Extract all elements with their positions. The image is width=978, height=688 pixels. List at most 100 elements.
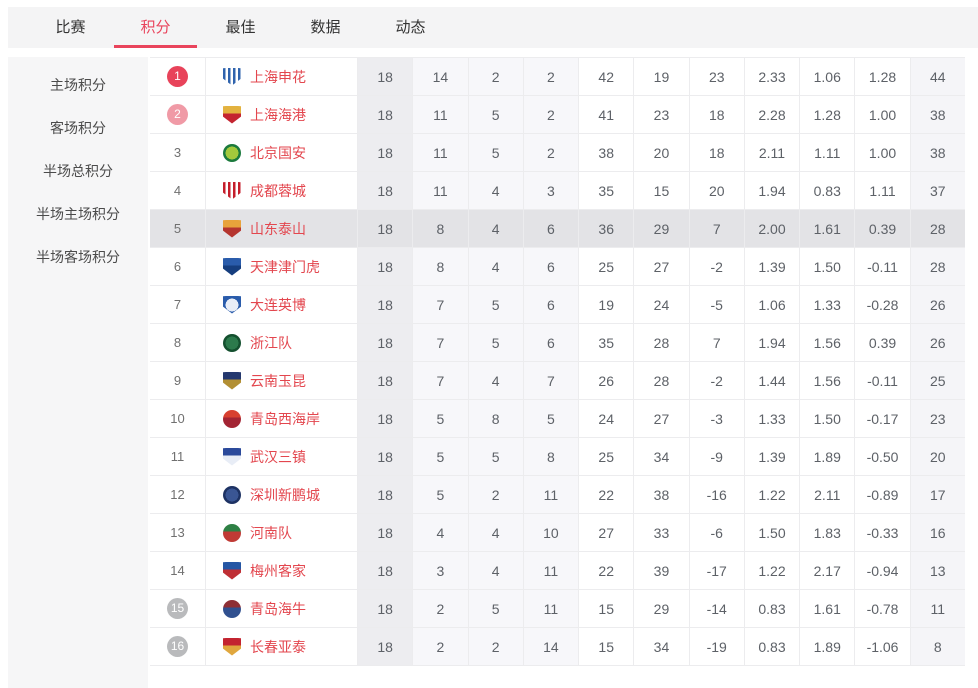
sidebar-item-halftime-standings[interactable]: 半场总积分 <box>43 163 113 179</box>
table-row[interactable]: 15 青岛海牛 18 2 5 11 15 29 -14 0.83 1.61 -0.78 11 <box>150 590 965 628</box>
team-cell[interactable]: 青岛海牛 <box>205 590 357 627</box>
rank-cell: 8 <box>150 324 205 361</box>
table-row[interactable]: 14 梅州客家 18 3 4 11 22 39 -17 1.22 2.17 -0.94 13 <box>150 552 965 590</box>
team-name: 上海申花 <box>250 68 306 85</box>
tab-stats[interactable]: 数据 <box>310 19 341 36</box>
table-row[interactable]: 16 长春亚泰 18 2 2 14 15 34 -19 0.83 1.89 -1.06 8 <box>150 628 965 666</box>
team-cell[interactable]: 北京国安 <box>205 134 357 171</box>
team-name: 长春亚泰 <box>250 638 306 655</box>
rank-cell: 4 <box>150 172 205 209</box>
team-name: 青岛西海岸 <box>250 410 320 427</box>
team-cell[interactable]: 梅州客家 <box>205 552 357 589</box>
stat-cell: 3 <box>522 172 579 209</box>
stat-cell: 15 <box>633 172 688 209</box>
team-cell[interactable]: 天津津门虎 <box>205 248 357 285</box>
sidebar-item-halftime-away[interactable]: 半场客场积分 <box>36 249 120 265</box>
team-cell[interactable]: 大连英博 <box>205 286 357 323</box>
team-logo-icon <box>223 447 241 466</box>
stat-cell: 1.28 <box>854 58 909 95</box>
table-row[interactable]: 11 武汉三镇 18 5 5 8 25 34 -9 1.39 1.89 -0.50 20 <box>150 438 965 476</box>
stat-cell: -17 <box>688 552 744 589</box>
stat-cell: 2 <box>412 628 468 665</box>
table-row[interactable]: 5 山东泰山 18 8 4 6 36 29 7 2.00 1.61 0.39 28 <box>150 210 965 248</box>
tab-news[interactable]: 动态 <box>395 19 426 36</box>
stat-cell: 1.06 <box>743 286 799 323</box>
stat-cell: 10 <box>522 514 579 551</box>
team-cell[interactable]: 成都蓉城 <box>205 172 357 209</box>
stat-cell: 18 <box>688 134 744 171</box>
stat-cell: 16 <box>909 514 965 551</box>
team-logo-icon <box>223 181 241 200</box>
stat-cell: 18 <box>357 324 413 361</box>
stat-cell: 15 <box>578 590 633 627</box>
stat-cell: 20 <box>909 438 965 475</box>
stat-cell: 1.61 <box>799 210 854 247</box>
team-cell[interactable]: 浙江队 <box>205 324 357 361</box>
rank-badge: 13 <box>170 525 185 540</box>
stat-cell: 5 <box>467 324 523 361</box>
table-row[interactable]: 1 上海申花 18 14 2 2 42 19 23 2.33 1.06 1.28 44 <box>150 58 965 96</box>
stat-cell: -6 <box>688 514 744 551</box>
table-row[interactable]: 9 云南玉昆 18 7 4 7 26 28 -2 1.44 1.56 -0.11 25 <box>150 362 965 400</box>
team-cell[interactable]: 河南队 <box>205 514 357 551</box>
team-name: 深圳新鹏城 <box>250 486 320 503</box>
rank-cell: 11 <box>150 438 205 475</box>
rank-cell: 15 <box>150 590 205 627</box>
table-row[interactable]: 3 北京国安 18 11 5 2 38 20 18 2.11 1.11 1.00 38 <box>150 134 965 172</box>
team-cell[interactable]: 深圳新鹏城 <box>205 476 357 513</box>
stat-cell: 36 <box>578 210 633 247</box>
rank-badge: 4 <box>173 183 182 198</box>
team-logo-icon <box>223 371 241 390</box>
tab-matches[interactable]: 比赛 <box>55 19 86 36</box>
stat-cell: 8 <box>412 210 467 247</box>
table-row[interactable]: 12 深圳新鹏城 18 5 2 11 22 38 -16 1.22 2.11 -0.89 17 <box>150 476 965 514</box>
stat-cell: 18 <box>357 96 413 133</box>
team-cell[interactable]: 长春亚泰 <box>205 628 357 665</box>
team-logo-icon <box>223 561 241 580</box>
table-row[interactable]: 2 上海海港 18 11 5 2 41 23 18 2.28 1.28 1.00 38 <box>150 96 965 134</box>
sidebar-item-halftime-home[interactable]: 半场主场积分 <box>36 206 120 222</box>
stat-cell: 2.17 <box>799 552 854 589</box>
team-cell[interactable]: 上海申花 <box>205 58 357 95</box>
team-cell[interactable]: 云南玉昆 <box>205 362 357 399</box>
rank-cell: 7 <box>150 286 205 323</box>
stat-cell: 5 <box>412 400 468 437</box>
stat-cell: 35 <box>578 172 633 209</box>
stat-cell: -1.06 <box>854 628 909 665</box>
table-row[interactable]: 4 成都蓉城 18 11 4 3 35 15 20 1.94 0.83 1.11 37 <box>150 172 965 210</box>
team-logo-icon <box>223 523 241 542</box>
stat-cell: 28 <box>909 248 965 285</box>
stat-cell: 18 <box>357 476 413 513</box>
rank-cell: 6 <box>150 248 205 285</box>
team-cell[interactable]: 上海海港 <box>205 96 357 133</box>
stat-cell: -14 <box>688 590 744 627</box>
stat-cell: 5 <box>467 96 523 133</box>
team-cell[interactable]: 青岛西海岸 <box>205 400 357 437</box>
table-row[interactable]: 8 浙江队 18 7 5 6 35 28 7 1.94 1.56 0.39 26 <box>150 324 965 362</box>
tab-standings[interactable]: 积分 <box>113 7 198 48</box>
team-name: 北京国安 <box>250 144 306 161</box>
stat-cell: 38 <box>633 476 688 513</box>
stat-cell: 18 <box>357 552 413 589</box>
rank-cell: 13 <box>150 514 205 551</box>
sidebar-item-away-standings[interactable]: 客场积分 <box>50 120 106 136</box>
table-row[interactable]: 7 大连英博 18 7 5 6 19 24 -5 1.06 1.33 -0.28 26 <box>150 286 965 324</box>
stat-cell: 2.33 <box>743 58 799 95</box>
table-row[interactable]: 13 河南队 18 4 4 10 27 33 -6 1.50 1.83 -0.33 16 <box>150 514 965 552</box>
stat-cell: 28 <box>909 210 965 247</box>
stat-cell: 3 <box>412 552 468 589</box>
rank-cell: 3 <box>150 134 205 171</box>
stat-cell: 0.39 <box>854 210 909 247</box>
stat-cell: 1.83 <box>799 514 854 551</box>
table-row[interactable]: 6 天津津门虎 18 8 4 6 25 27 -2 1.39 1.50 -0.11 28 <box>150 248 965 286</box>
stat-cell: -0.28 <box>854 286 909 323</box>
table-row[interactable]: 10 青岛西海岸 18 5 8 5 24 27 -3 1.33 1.50 -0.17 23 <box>150 400 965 438</box>
tab-best[interactable]: 最佳 <box>225 19 256 36</box>
sidebar-item-home-standings[interactable]: 主场积分 <box>50 77 106 93</box>
stat-cell: 4 <box>467 514 523 551</box>
stat-cell: 0.83 <box>743 590 799 627</box>
stat-cell: 2 <box>467 628 523 665</box>
team-cell[interactable]: 武汉三镇 <box>205 438 357 475</box>
stat-cell: -16 <box>688 476 744 513</box>
team-cell[interactable]: 山东泰山 <box>205 210 357 247</box>
